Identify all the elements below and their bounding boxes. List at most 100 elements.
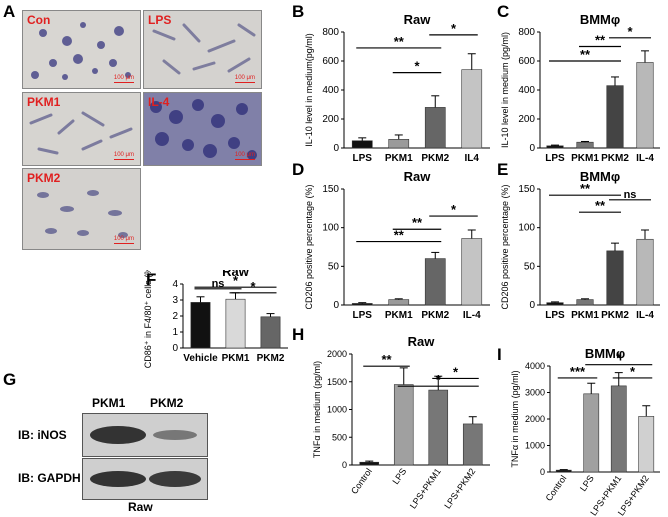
chart-title: BMMφ	[585, 346, 625, 361]
y-axis-label: TNFα in medium (pg/ml)	[312, 361, 322, 458]
micrograph-pkm1: PKM1 100 μm	[22, 92, 141, 166]
bar	[606, 250, 624, 306]
chart-title: BMMφ	[580, 169, 620, 184]
micrograph-pkm2: PKM2 100 μm	[22, 168, 141, 250]
y-tick-label: 50	[524, 261, 536, 272]
blot-lane-pkm2: PKM2	[150, 396, 184, 410]
blot-row-inos: IB: iNOS	[18, 428, 67, 442]
bar	[461, 69, 483, 149]
y-tick-label: 500	[332, 432, 347, 442]
significance-label: **	[580, 47, 591, 62]
x-tick-label: IL-4	[636, 310, 654, 320]
scale-bar: 100 μm	[234, 75, 255, 83]
significance-label: ***	[570, 364, 586, 379]
panel-label-f: F	[146, 270, 157, 289]
significance-label: **	[412, 215, 423, 230]
x-tick-label: Control	[544, 473, 569, 503]
panel-label-h: H	[292, 325, 305, 344]
x-tick-label: IL4	[465, 153, 480, 163]
micrograph-label: LPS	[148, 13, 172, 27]
y-tick-label: 1500	[327, 377, 347, 387]
y-tick-label: 2000	[525, 414, 545, 424]
micrograph-pkm2-image	[23, 169, 140, 249]
y-tick-label: 1	[172, 327, 178, 338]
bar	[576, 141, 594, 149]
significance-label: **	[394, 228, 405, 243]
significance-label: *	[250, 279, 256, 294]
significance-label: *	[453, 364, 459, 379]
micrograph-lps-image	[144, 11, 261, 88]
y-tick-label: 0	[172, 343, 178, 354]
y-axis-label: CD206 positive percentage (%)	[500, 184, 510, 309]
bar	[546, 145, 564, 149]
x-tick-label: PKM1	[385, 310, 413, 320]
x-tick-label: IL-4	[463, 310, 481, 320]
y-tick-label: 0	[333, 300, 339, 311]
micrograph-con: Con 100 μm	[22, 10, 141, 89]
bar	[424, 258, 446, 306]
x-tick-label: LPS	[390, 466, 408, 486]
y-tick-label: 0	[342, 460, 347, 470]
y-tick-label: 1000	[327, 405, 347, 415]
micrograph-il4: IL-4 100 μm	[143, 92, 262, 166]
bar	[461, 238, 483, 306]
bar	[428, 389, 449, 466]
y-tick-label: 800	[322, 27, 339, 38]
blot-gapdh-bands	[90, 471, 201, 487]
x-tick-label: IL-4	[636, 153, 654, 163]
x-tick-label: PKM1	[571, 310, 599, 320]
micrograph-label: IL-4	[148, 95, 170, 109]
significance-label: *	[630, 364, 636, 379]
chart-panel-h: Raw TNFα in medium (pg/ml) 0 500 1000 1500 200…	[312, 334, 490, 510]
y-tick-label: 2000	[327, 349, 347, 359]
bar	[555, 469, 572, 473]
significance-label: **	[580, 181, 591, 196]
micrograph-label: PKM2	[27, 171, 61, 185]
bar	[583, 393, 600, 473]
micrograph-con-image	[23, 11, 140, 88]
x-tick-label: PKM1	[385, 153, 413, 163]
chart-panel-i: BMMφ TNFα in medium (pg/ml) 0 1000 2000 3000 4…	[510, 346, 660, 517]
chart-panel-d: Raw CD206 positive percentage (%) 0 50 100 15…	[304, 169, 490, 320]
blot-gapdh	[82, 458, 208, 500]
x-tick-label: LPS	[578, 473, 596, 493]
y-tick-label: 150	[518, 184, 535, 195]
chart-panel-b: Raw IL-10 level in medium(pg/ml) 0 200 400 60…	[304, 12, 490, 163]
bar	[606, 85, 624, 149]
bar	[351, 303, 373, 306]
significance-label: *	[233, 273, 239, 288]
significance-label: *	[436, 372, 442, 387]
bar	[636, 238, 654, 306]
bar	[638, 416, 655, 473]
y-tick-label: 3000	[525, 388, 545, 398]
bar	[225, 298, 246, 349]
bar	[359, 461, 380, 466]
y-tick-label: 0	[540, 467, 545, 477]
x-tick-label: PKM1	[222, 353, 250, 364]
micrograph-il4-image	[144, 93, 261, 165]
x-tick-label: LPS	[353, 310, 373, 320]
y-axis-label: CD206 positive percentage (%)	[304, 184, 314, 309]
panel-label-d: D	[292, 160, 305, 179]
scale-bar: 100 μm	[113, 236, 134, 244]
y-axis-label: CD86⁺ in F4/80⁺ cells (%)	[143, 270, 153, 368]
bar	[546, 302, 564, 306]
chart-title: Raw	[408, 334, 436, 349]
bar	[351, 140, 373, 149]
x-tick-label: PKM2	[257, 353, 285, 364]
y-tick-label: 0	[333, 143, 339, 154]
x-tick-label: LPS	[353, 153, 373, 163]
bar	[636, 62, 654, 149]
chart-title: BMMφ	[580, 12, 620, 27]
y-axis-label: TNFα in medium (pg/ml)	[510, 370, 520, 467]
x-tick-label: LPS	[545, 153, 565, 163]
y-tick-label: 0	[529, 143, 535, 154]
y-tick-label: 1000	[525, 441, 545, 451]
blot-lane-pkm1: PKM1	[92, 396, 126, 410]
panel-label-b: B	[292, 2, 305, 21]
y-tick-label: 600	[518, 56, 535, 67]
panel-label-g: G	[3, 370, 17, 389]
bar	[462, 423, 483, 466]
panel-label-e: E	[497, 160, 509, 179]
x-tick-label: LPS	[545, 310, 565, 320]
